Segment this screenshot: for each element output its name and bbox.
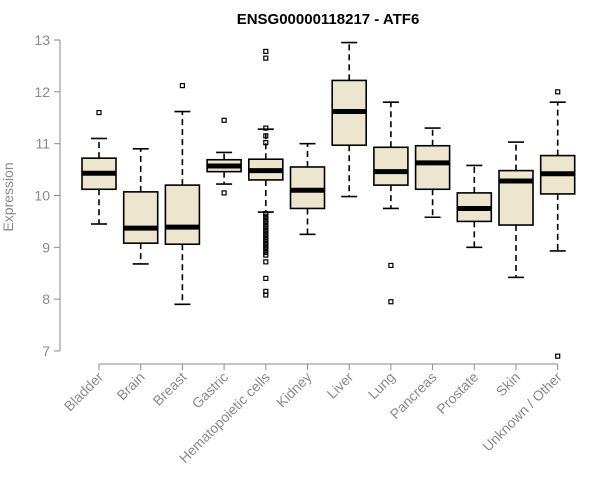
box-iqr — [164, 184, 201, 246]
box-iqr — [373, 146, 409, 186]
box-lung — [373, 101, 409, 305]
box-iqr — [414, 144, 451, 191]
outlier-point — [263, 55, 269, 61]
box-skin — [498, 141, 534, 279]
box-brain — [122, 148, 159, 265]
y-tick-label: 9 — [42, 239, 50, 255]
box-gastric — [206, 117, 242, 196]
box-iqr — [289, 166, 326, 210]
x-tick-label: Brain — [113, 369, 147, 403]
y-tick-label: 11 — [35, 136, 50, 152]
outlier-point — [179, 83, 185, 89]
y-axis-label: Expression — [0, 162, 16, 231]
boxes-group — [81, 41, 576, 359]
box-pancreas — [414, 127, 451, 219]
x-tick-label: Skin — [493, 369, 524, 400]
box-kidney — [289, 142, 326, 236]
outlier-point — [263, 125, 269, 131]
outlier-point — [263, 275, 269, 282]
outlier-point — [263, 140, 269, 146]
outlier-point — [96, 109, 102, 116]
outlier-point — [221, 117, 227, 123]
box-iqr — [122, 191, 159, 244]
y-tick-label: 7 — [42, 343, 50, 359]
y-tick-label: 10 — [34, 187, 50, 203]
chart-title: ENSG00000118217 - ATF6 — [237, 11, 420, 28]
y-axis: 7 8 9 10 11 12 13 — [34, 32, 61, 359]
y-tick-label: 13 — [34, 32, 50, 48]
outlier-point — [555, 89, 561, 95]
box-prostate — [456, 164, 493, 249]
x-tick-label: Lung — [365, 369, 398, 402]
x-tick-label: Unknown / Other — [479, 369, 565, 455]
box-unknown-other — [539, 89, 576, 359]
y-tick-label: 12 — [34, 84, 50, 100]
y-tick-label: 8 — [42, 291, 50, 307]
x-tick-label: Prostate — [433, 369, 481, 417]
x-tick-label: Bladder — [61, 369, 107, 415]
box-breast — [164, 83, 201, 306]
box-liver — [331, 41, 368, 198]
x-tick-label: Liver — [324, 369, 357, 402]
outlier-point — [388, 262, 394, 269]
outlier-point — [263, 133, 269, 139]
box-hematopoietic-cells — [248, 48, 284, 298]
x-tick-label: Breast — [150, 369, 190, 409]
outlier-point — [555, 353, 561, 359]
outlier-point — [263, 252, 269, 258]
x-tick-label: Kidney — [273, 369, 315, 411]
outlier-point — [263, 48, 269, 55]
outlier-point — [263, 292, 269, 298]
box-bladder — [81, 109, 117, 225]
outlier-point — [263, 259, 269, 265]
outlier-point — [221, 190, 227, 196]
outlier-point — [388, 299, 394, 305]
